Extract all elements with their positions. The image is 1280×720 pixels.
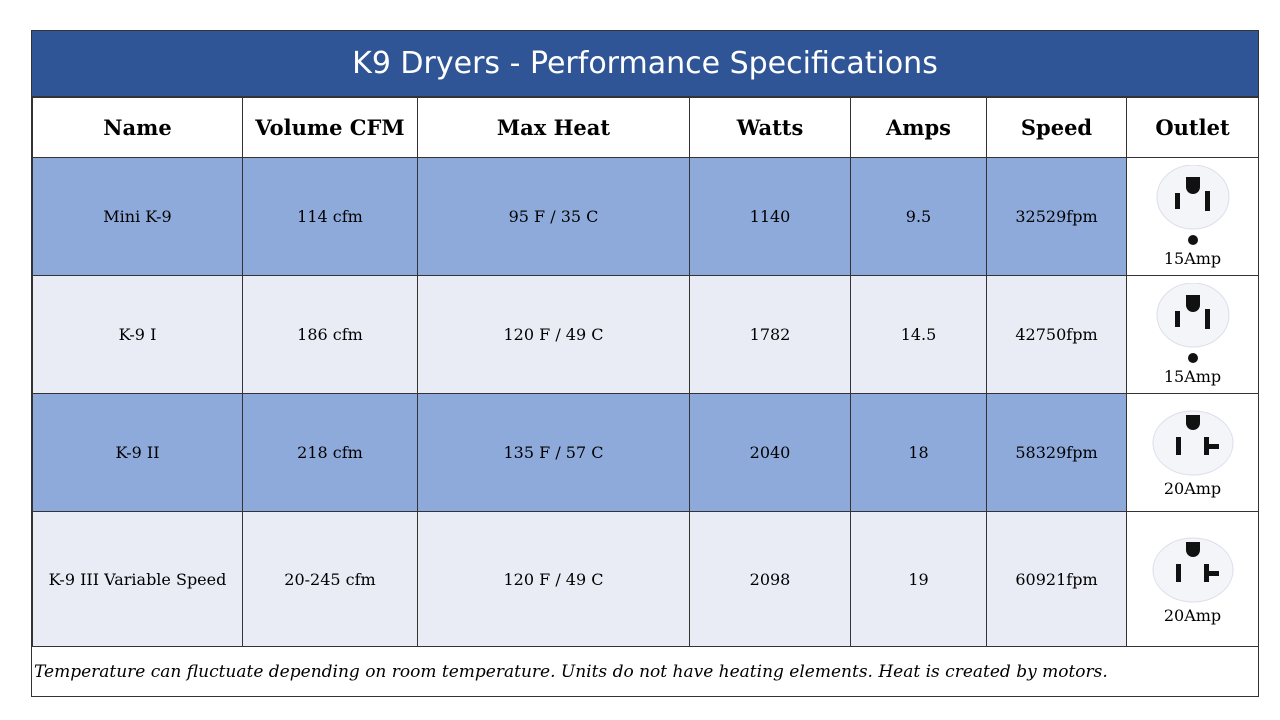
cell-amps: 9.5 bbox=[850, 157, 987, 276]
cell-amps: 19 bbox=[850, 511, 987, 647]
cell-outlet: 20Amp bbox=[1126, 393, 1259, 512]
cell-cfm: 114 cfm bbox=[242, 157, 418, 276]
cell-watts: 1140 bbox=[689, 157, 851, 276]
cell-amps: 14.5 bbox=[850, 275, 987, 394]
outlet-label: 20Amp bbox=[1163, 479, 1222, 498]
table-row: K-9 II 218 cfm 135 F / 57 C 2040 18 58329fpm 2… bbox=[32, 393, 1259, 512]
column-header: Name bbox=[32, 97, 243, 158]
outlet-label: 15Amp bbox=[1163, 367, 1222, 386]
cell-name: Mini K-9 bbox=[32, 157, 243, 276]
cell-outlet: 15Amp bbox=[1126, 275, 1259, 394]
cell-speed: 58329fpm bbox=[986, 393, 1127, 512]
column-header: Volume CFM bbox=[242, 97, 418, 158]
cell-amps: 18 bbox=[850, 393, 987, 512]
column-header: Outlet bbox=[1126, 97, 1259, 158]
column-header: Watts bbox=[689, 97, 851, 158]
outlet-label: 15Amp bbox=[1163, 249, 1222, 268]
15-amp-outlet-icon bbox=[1127, 283, 1258, 365]
cell-cfm: 20-245 cfm bbox=[242, 511, 418, 647]
footnote: Temperature can fluctuate depending on r… bbox=[34, 661, 1108, 682]
spec-table-container: K9 Dryers - Performance Specifications N… bbox=[31, 30, 1259, 697]
cell-heat: 95 F / 35 C bbox=[417, 157, 690, 276]
cell-cfm: 218 cfm bbox=[242, 393, 418, 512]
cell-heat: 120 F / 49 C bbox=[417, 275, 690, 394]
20-amp-outlet-icon bbox=[1127, 407, 1258, 477]
20-amp-outlet-icon bbox=[1127, 534, 1258, 604]
column-header: Max Heat bbox=[417, 97, 690, 158]
15-amp-outlet-icon bbox=[1127, 165, 1258, 247]
column-header: Amps bbox=[850, 97, 987, 158]
header-row: Name Volume CFM Max Heat Watts Amps Speed Outl… bbox=[32, 97, 1259, 158]
table-row: K-9 I 186 cfm 120 F / 49 C 1782 14.5 42750fpm… bbox=[32, 275, 1259, 394]
cell-speed: 42750fpm bbox=[986, 275, 1127, 394]
cell-heat: 120 F / 49 C bbox=[417, 511, 690, 647]
cell-name: K-9 III Variable Speed bbox=[32, 511, 243, 647]
cell-outlet: 15Amp bbox=[1126, 157, 1259, 276]
table-title: K9 Dryers - Performance Specifications bbox=[32, 31, 1258, 97]
cell-speed: 60921fpm bbox=[986, 511, 1127, 647]
cell-watts: 2098 bbox=[689, 511, 851, 647]
column-header: Speed bbox=[986, 97, 1127, 158]
cell-speed: 32529fpm bbox=[986, 157, 1127, 276]
cell-watts: 1782 bbox=[689, 275, 851, 394]
outlet-label: 20Amp bbox=[1163, 605, 1222, 625]
table-row: K-9 III Variable Speed 20-245 cfm 120 F / … bbox=[32, 511, 1259, 647]
cell-cfm: 186 cfm bbox=[242, 275, 418, 394]
table-row: Mini K-9 114 cfm 95 F / 35 C 1140 9.5 32529fp… bbox=[32, 157, 1259, 276]
cell-heat: 135 F / 57 C bbox=[417, 393, 690, 512]
cell-name: K-9 I bbox=[32, 275, 243, 394]
cell-watts: 2040 bbox=[689, 393, 851, 512]
cell-outlet: 20Amp bbox=[1126, 511, 1259, 647]
spec-table: Name Volume CFM Max Heat Watts Amps Speed Outl… bbox=[32, 97, 1259, 647]
cell-name: K-9 II bbox=[32, 393, 243, 512]
